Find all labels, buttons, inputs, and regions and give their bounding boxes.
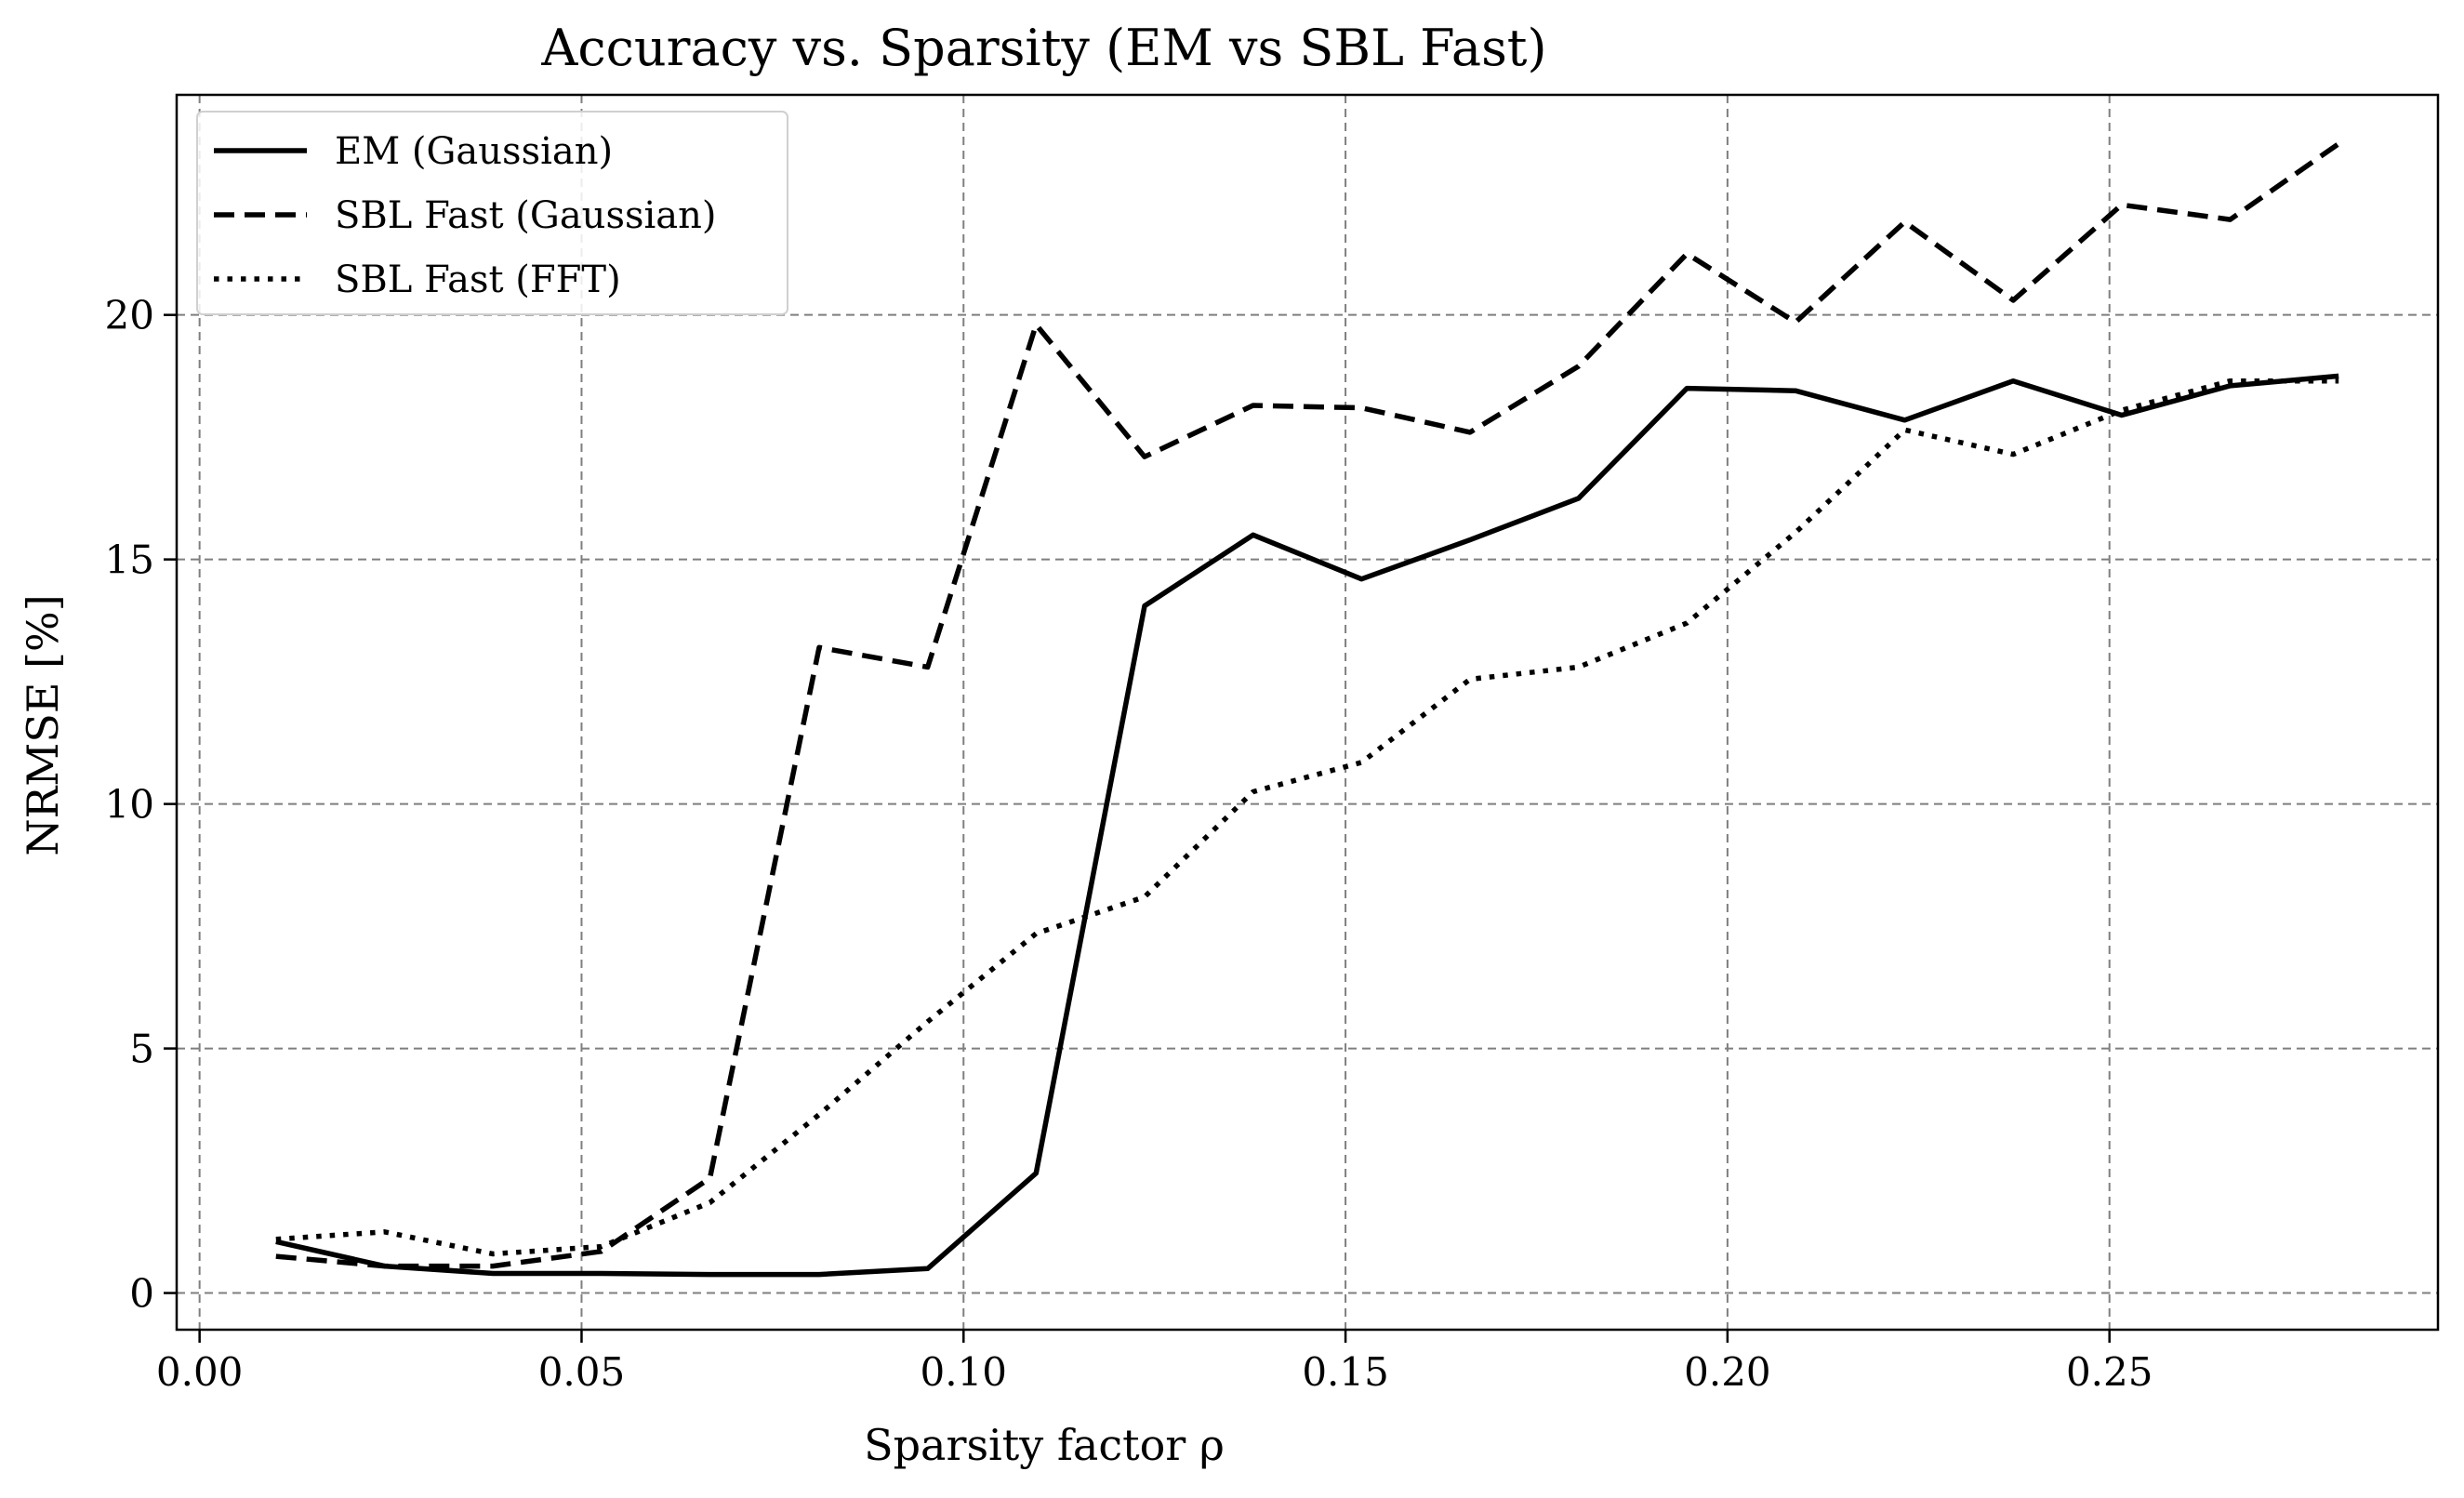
x-tick-label: 0.15	[1302, 1349, 1389, 1395]
y-tick-label: 0	[129, 1271, 154, 1317]
tick-layer: 0.00 0.05 0.10 0.15 0.20 0.25 0 5 10 15 20	[105, 293, 2153, 1395]
plot-area: 0.00 0.05 0.10 0.15 0.20 0.25 0 5 10 15 20	[105, 93, 2440, 1395]
y-tick-label: 5	[129, 1027, 154, 1072]
x-tick-label: 0.25	[2066, 1349, 2153, 1395]
legend-label: SBL Fast (Gaussian)	[335, 194, 717, 237]
y-tick-label: 10	[105, 782, 154, 828]
series-line-3	[275, 378, 2339, 1257]
y-tick-label: 20	[105, 293, 154, 338]
series-line-2	[275, 141, 2340, 1269]
axes-frame	[175, 93, 2440, 1332]
legend-label: SBL Fast (FFT)	[335, 259, 621, 301]
chart-title: Accuracy vs. Sparsity (EM vs SBL Fast)	[540, 19, 1546, 77]
legend-box	[196, 111, 788, 315]
x-tick-label: 0.05	[538, 1349, 626, 1395]
series-line-1	[275, 373, 2339, 1278]
x-axis-label: Sparsity factor ρ	[864, 1420, 1225, 1470]
legend: EM (Gaussian) SBL Fast (Gaussian) SBL Fast…	[196, 111, 788, 315]
legend-items: EM (Gaussian) SBL Fast (Gaussian) SBL Fast…	[214, 130, 717, 301]
x-tick-label: 0.10	[921, 1349, 1008, 1395]
x-tick-label: 0.20	[1684, 1349, 1771, 1395]
y-axis-label: NRMSE [%]	[18, 594, 68, 855]
legend-label: EM (Gaussian)	[335, 130, 613, 173]
x-tick-label: 0.00	[156, 1349, 244, 1395]
y-tick-label: 15	[105, 537, 154, 583]
series-layer	[275, 141, 2340, 1278]
